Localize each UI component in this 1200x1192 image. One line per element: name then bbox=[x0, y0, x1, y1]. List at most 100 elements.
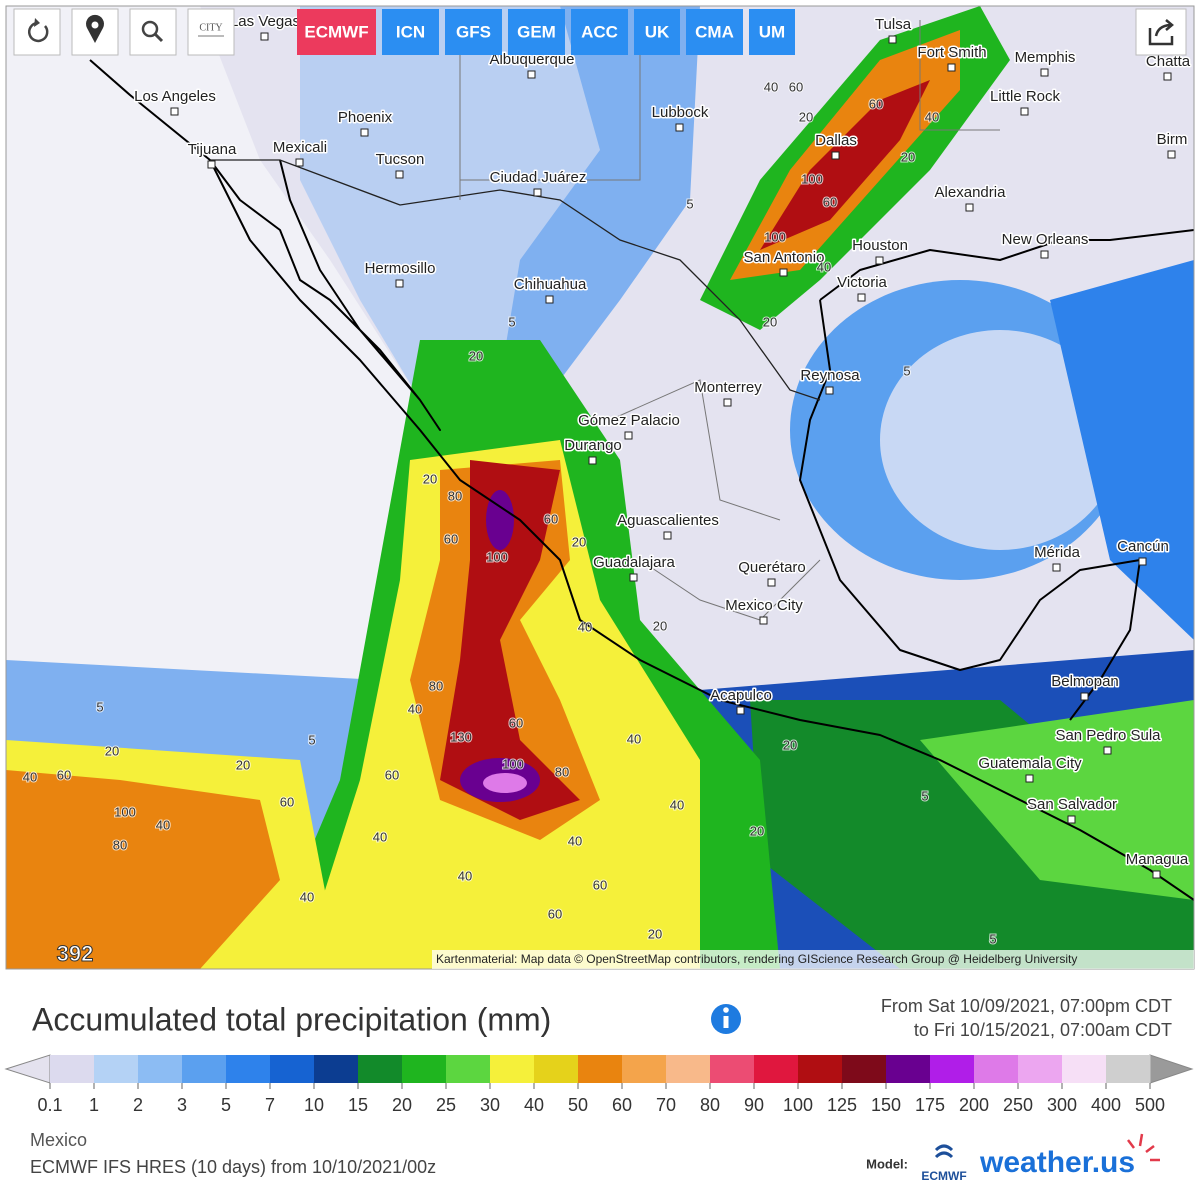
brand: weather.us bbox=[979, 1146, 1135, 1179]
city-label: Memphis bbox=[1015, 49, 1076, 66]
city-marker bbox=[588, 456, 597, 465]
info-icon-bar bbox=[723, 1016, 729, 1028]
period-end: to Fri 10/15/2021, 07:00am CDT bbox=[914, 1020, 1172, 1040]
city-label: Acapulco bbox=[710, 687, 772, 704]
zoom-button[interactable] bbox=[129, 8, 177, 56]
city-marker bbox=[1067, 815, 1076, 824]
colorbar-tick-label: 150 bbox=[871, 1095, 901, 1115]
contour-label: 40 bbox=[458, 868, 472, 883]
model-button[interactable] bbox=[445, 9, 502, 55]
city-label: Monterrey bbox=[694, 379, 762, 396]
model-button[interactable] bbox=[749, 9, 795, 55]
model-button-label: UM bbox=[759, 22, 785, 41]
city-label: Victoria bbox=[837, 274, 887, 291]
city-marker bbox=[825, 386, 834, 395]
colorbar-tick-label: 2 bbox=[133, 1095, 143, 1115]
contour-label: 20 bbox=[423, 471, 437, 486]
city-label: Houston bbox=[852, 237, 908, 254]
city-marker bbox=[360, 128, 369, 137]
model-button-label: ACC bbox=[581, 22, 618, 41]
share-button[interactable] bbox=[1135, 8, 1187, 56]
city-label: Managua bbox=[1126, 851, 1189, 868]
contour-label: 40 bbox=[764, 79, 778, 94]
colorbar-tick-label: 5 bbox=[221, 1095, 231, 1115]
contour-label: 40 bbox=[817, 259, 831, 274]
colorbar-segment bbox=[930, 1055, 975, 1083]
contour-label: 80 bbox=[555, 764, 569, 779]
colorbar-segment bbox=[666, 1055, 711, 1083]
city-label: New Orleans bbox=[1002, 231, 1089, 248]
colorbar-segment bbox=[402, 1055, 447, 1083]
contour-label: 100 bbox=[114, 804, 136, 819]
colorbar-tick-label: 70 bbox=[656, 1095, 676, 1115]
city-marker bbox=[1138, 557, 1147, 566]
city-label: Aguascalientes bbox=[617, 512, 719, 529]
colorbar-under bbox=[4, 1054, 51, 1084]
brand-sun bbox=[1127, 1133, 1160, 1162]
contour-label: 100 bbox=[801, 171, 823, 186]
contour-label: 60 bbox=[789, 79, 803, 94]
colorbar-segment bbox=[578, 1055, 623, 1083]
model-button[interactable] bbox=[686, 9, 743, 55]
city-marker bbox=[831, 151, 840, 160]
colorbar-segment bbox=[270, 1055, 315, 1083]
city-marker bbox=[545, 295, 554, 304]
city-marker bbox=[1103, 746, 1112, 755]
city-marker bbox=[875, 256, 884, 265]
city-label: Tijuana bbox=[188, 141, 237, 158]
reload-arrow bbox=[34, 18, 40, 27]
toolbar: CITY ECMWF ICN GFS GEM ACC UK CMA UM bbox=[13, 8, 795, 56]
colorbar-tick-label: 60 bbox=[612, 1095, 632, 1115]
contour-label: 40 bbox=[408, 701, 422, 716]
city-label: Gómez Palacio bbox=[578, 412, 680, 429]
model-button[interactable] bbox=[382, 9, 439, 55]
colorbar-tick-label: 200 bbox=[959, 1095, 989, 1115]
contour-label: 40 bbox=[578, 619, 592, 634]
contour-label: 20 bbox=[901, 149, 915, 164]
contour-label: 100 bbox=[764, 229, 786, 244]
city-marker bbox=[1167, 150, 1176, 159]
city-button[interactable] bbox=[187, 8, 235, 56]
contour-label: 60 bbox=[57, 767, 71, 782]
contour-label: 5 bbox=[903, 363, 910, 378]
city-marker bbox=[663, 531, 672, 540]
colorbar-tick-label: 300 bbox=[1047, 1095, 1077, 1115]
city-label: Las Vegas bbox=[230, 13, 300, 30]
colorbar-tick-label: 10 bbox=[304, 1095, 324, 1115]
city-label: San Antonio bbox=[744, 249, 825, 266]
colorbar-tick-label: 1 bbox=[89, 1095, 99, 1115]
contour-label: 20 bbox=[572, 534, 586, 549]
city-label: Reynosa bbox=[800, 367, 860, 384]
contour-label: 60 bbox=[385, 767, 399, 782]
city-label: Birm bbox=[1157, 131, 1188, 148]
city-marker bbox=[723, 398, 732, 407]
city-label: Tulsa bbox=[875, 16, 912, 33]
colorbar-segment bbox=[622, 1055, 667, 1083]
city-label: Alexandria bbox=[935, 184, 1007, 201]
city-label: Ciudad Juárez bbox=[490, 169, 587, 186]
model-button-label: GEM bbox=[517, 22, 556, 41]
city-marker bbox=[395, 170, 404, 179]
attribution: Kartenmaterial: Map data © OpenStreetMap… bbox=[436, 952, 1077, 966]
model-button[interactable] bbox=[634, 9, 680, 55]
colorbar-tick-label: 7 bbox=[265, 1095, 275, 1115]
model-run: ECMWF IFS HRES (10 days) from 10/10/2021… bbox=[30, 1157, 436, 1177]
city-label: Guadalajara bbox=[593, 554, 675, 571]
contour-label: 40 bbox=[568, 833, 582, 848]
city-marker bbox=[260, 32, 269, 41]
model-button[interactable] bbox=[297, 9, 376, 55]
city-marker bbox=[533, 188, 542, 197]
city-label: Cancún bbox=[1117, 538, 1169, 555]
city-marker bbox=[779, 268, 788, 277]
contour-label: 40 bbox=[300, 889, 314, 904]
colorbar-segment bbox=[754, 1055, 799, 1083]
model-button[interactable] bbox=[508, 9, 565, 55]
attribution-bg bbox=[432, 950, 1194, 969]
reload-button[interactable] bbox=[13, 8, 61, 56]
location-dot bbox=[91, 21, 99, 29]
city-marker bbox=[947, 63, 956, 72]
model-button[interactable] bbox=[571, 9, 628, 55]
city-marker bbox=[295, 158, 304, 167]
contour-label: 60 bbox=[444, 531, 458, 546]
